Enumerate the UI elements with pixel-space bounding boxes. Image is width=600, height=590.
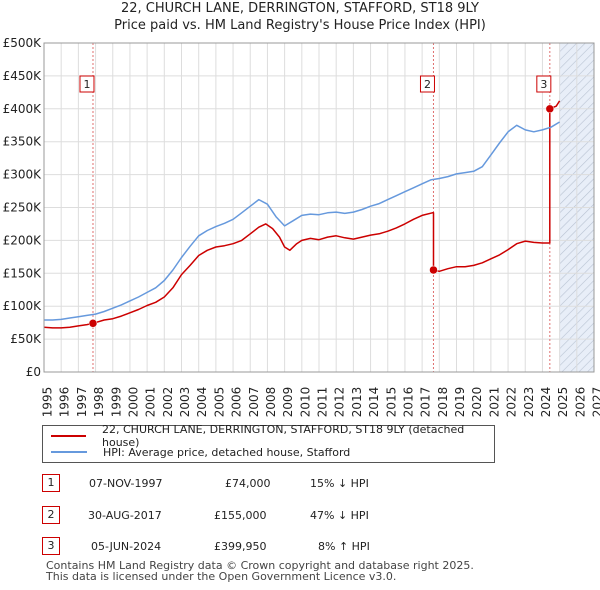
y-tick-label: £400K [3,102,43,116]
chart-title-line1: 22, CHURCH LANE, DERRINGTON, STAFFORD, S… [121,1,479,16]
x-tick-label: 1996 [58,387,72,418]
x-tick-label: 2015 [384,387,398,418]
x-tick-label: 2023 [522,387,536,418]
x-tick-label: 2010 [298,387,312,418]
x-tick-label: 2008 [264,387,278,418]
sale-point [429,265,438,275]
x-tick-label: 2016 [401,387,415,418]
x-tick-label: 2025 [556,387,570,418]
transaction-number: 2 [42,506,60,524]
marker-box [536,75,552,93]
x-tick-label: 2019 [453,387,467,418]
x-tick-label: 2001 [144,387,158,418]
transaction-date: 30-AUG-2017 [88,509,162,522]
footer: Contains HM Land Registry data © Crown c… [46,560,474,582]
transaction-hpi-delta: 8% ↑ HPI [318,540,370,553]
y-tick-label: £200K [3,233,43,247]
x-tick-label: 2020 [470,387,484,418]
x-tick-label: 2018 [436,387,450,418]
transaction-number: 1 [42,474,60,492]
y-tick-label: £50K [10,332,42,346]
chart-title-line2: Price paid vs. HM Land Registry's House … [114,18,486,33]
transaction-date: 07-NOV-1997 [89,477,163,490]
x-tick-label: 2009 [281,387,295,418]
x-tick-label: 2012 [333,387,347,418]
y-tick-label: £450K [3,69,43,83]
x-tick-label: 2007 [247,387,261,418]
x-tick-label: 2004 [195,387,209,418]
y-tick-label: £150K [3,266,43,280]
marker-box [79,75,95,93]
sale-point [88,319,98,328]
transaction-price: £399,950 [214,540,267,553]
marker-label: 1 [83,78,90,91]
marker-label: 3 [540,78,547,91]
y-tick-label: £500K [3,36,43,50]
legend-price-line [51,435,86,437]
sale-point [545,104,555,114]
x-tick-label: 2022 [505,387,519,418]
legend-price-label: 22, CHURCH LANE, DERRINGTON, STAFFORD, S… [102,423,465,449]
y-tick-label: £100K [3,299,43,313]
x-tick-label: 2011 [316,387,330,418]
footer-copyright: Contains HM Land Registry data © Crown c… [46,559,474,572]
x-tick-label: 1999 [109,387,123,418]
x-tick-label: 2003 [178,387,192,418]
legend-hpi-label: HPI: Average price, detached house, Staf… [103,445,351,459]
footer-licence: This data is licensed under the Open Gov… [46,570,397,583]
x-tick-label: 2000 [126,387,140,418]
transaction-date: 05-JUN-2024 [91,540,162,553]
x-tick-label: 2002 [161,387,175,418]
transaction-price: £74,000 [225,477,271,490]
x-tick-label: 1998 [92,387,106,418]
hpi-line [44,121,560,321]
x-tick-label: 2026 [573,387,587,418]
plot-frame [43,42,595,373]
price-paid-line [43,100,561,329]
transaction-hpi-delta: 15% ↓ HPI [310,477,369,490]
x-tick-label: 2017 [419,387,433,418]
transaction-price: £155,000 [214,509,267,522]
y-tick-label: £350K [3,135,43,149]
x-tick-label: 2005 [212,387,226,418]
x-tick-label: 2024 [539,387,553,418]
x-tick-label: 2014 [367,387,381,418]
x-tick-label: 2027 [591,387,600,418]
x-tick-label: 2013 [350,387,364,418]
legend-hpi-line [51,451,87,453]
price-chart: 1 2 3 £0 £50K £100K £150K £200K £250K £300K £350K £… [3,36,600,418]
y-tick-label: £250K [3,201,43,215]
transaction-number: 3 [42,537,60,555]
chart-legend: 22, CHURCH LANE, DERRINGTON, STAFFORD, S… [42,423,495,463]
transaction-hpi-delta: 47% ↓ HPI [310,509,369,522]
marker-box [419,75,435,93]
y-tick-label: £300K [3,168,43,182]
x-tick-label: 1995 [41,387,55,418]
marker-label: 2 [424,78,431,91]
x-tick-label: 1997 [75,387,89,418]
y-tick-label: £0 [26,365,41,379]
x-tick-label: 2006 [230,387,244,418]
x-tick-label: 2021 [487,387,501,418]
